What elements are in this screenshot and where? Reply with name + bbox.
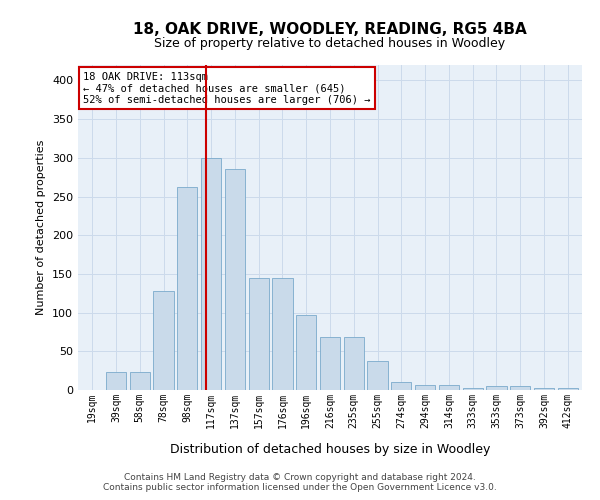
Bar — [510, 386, 530, 390]
Bar — [201, 158, 221, 390]
Text: Distribution of detached houses by size in Woodley: Distribution of detached houses by size … — [170, 442, 490, 456]
Bar — [487, 386, 506, 390]
Y-axis label: Number of detached properties: Number of detached properties — [37, 140, 46, 315]
Bar — [557, 388, 578, 390]
Bar — [130, 372, 150, 390]
Text: Size of property relative to detached houses in Woodley: Size of property relative to detached ho… — [154, 38, 506, 51]
Bar — [534, 388, 554, 390]
Bar — [415, 384, 435, 390]
Bar — [106, 372, 126, 390]
Text: 18, OAK DRIVE, WOODLEY, READING, RG5 4BA: 18, OAK DRIVE, WOODLEY, READING, RG5 4BA — [133, 22, 527, 38]
Bar — [344, 338, 364, 390]
Bar — [463, 388, 483, 390]
Bar — [154, 291, 173, 390]
Bar — [320, 338, 340, 390]
Bar — [296, 315, 316, 390]
Bar — [177, 188, 197, 390]
Bar — [248, 278, 269, 390]
Bar — [391, 382, 412, 390]
Bar — [439, 384, 459, 390]
Text: Contains HM Land Registry data © Crown copyright and database right 2024.: Contains HM Land Registry data © Crown c… — [124, 472, 476, 482]
Bar — [272, 278, 293, 390]
Bar — [225, 168, 245, 390]
Text: 18 OAK DRIVE: 113sqm
← 47% of detached houses are smaller (645)
52% of semi-deta: 18 OAK DRIVE: 113sqm ← 47% of detached h… — [83, 72, 371, 104]
Bar — [367, 362, 388, 390]
Text: Contains public sector information licensed under the Open Government Licence v3: Contains public sector information licen… — [103, 482, 497, 492]
